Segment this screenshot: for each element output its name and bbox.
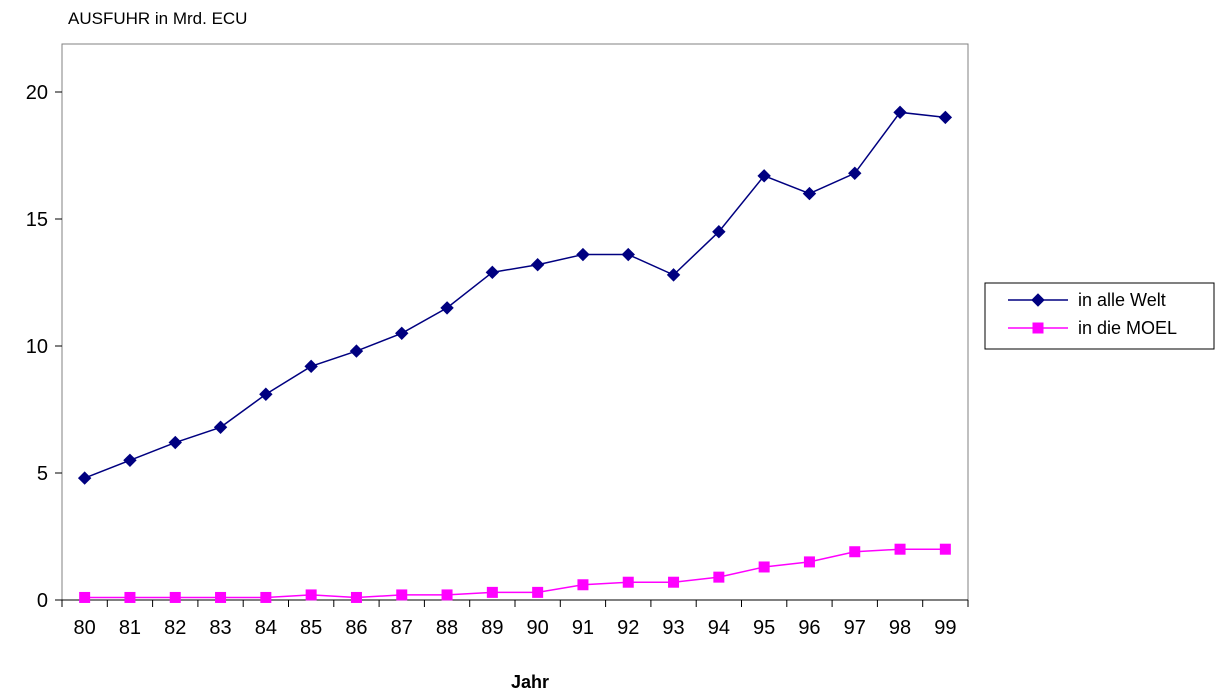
- series-line: [84, 548, 946, 599]
- data-point: [349, 344, 364, 358]
- legend-marker: [1032, 322, 1044, 334]
- data-point: [169, 591, 181, 603]
- x-tick-label: 88: [436, 617, 458, 639]
- x-axis-label: Jahr: [511, 672, 549, 692]
- data-point: [666, 268, 681, 282]
- data-point: [532, 586, 544, 598]
- series-line: [84, 111, 946, 479]
- legend-marker: [1031, 293, 1045, 307]
- x-tick-label: 93: [662, 617, 684, 639]
- data-point: [213, 420, 228, 434]
- series-layer: [77, 105, 953, 603]
- x-tick-label: 86: [345, 617, 367, 639]
- y-tick-label: 20: [26, 82, 48, 104]
- data-point: [259, 387, 273, 401]
- data-point: [577, 579, 589, 591]
- data-point: [485, 265, 500, 280]
- x-tick-label: 96: [798, 617, 820, 639]
- y-axis: 0 5 10 15 20: [26, 82, 62, 612]
- data-point: [530, 258, 545, 272]
- chart-title: AUSFUHR in Mrd. ECU: [68, 9, 247, 28]
- y-tick-label: 5: [37, 463, 48, 485]
- data-point: [849, 546, 861, 558]
- x-tick-label: 94: [708, 617, 730, 639]
- data-point: [77, 471, 92, 485]
- data-point: [396, 589, 408, 601]
- data-point: [395, 326, 409, 341]
- data-point: [622, 576, 634, 588]
- data-point: [79, 591, 91, 603]
- data-point: [803, 556, 815, 568]
- legend-label: in alle Welt: [1078, 290, 1166, 310]
- data-point: [621, 247, 635, 262]
- x-tick-label: 95: [753, 617, 775, 639]
- x-tick-label: 83: [209, 617, 231, 639]
- data-point: [486, 586, 498, 598]
- data-point: [441, 589, 453, 601]
- data-point: [576, 247, 590, 262]
- x-tick-label: 84: [255, 617, 277, 639]
- x-tick-label: 87: [391, 617, 413, 639]
- x-tick-label: 91: [572, 617, 594, 639]
- data-point: [304, 359, 318, 374]
- data-point: [668, 576, 680, 588]
- x-axis: 80 81 82 83 84 85 86 87 88 89 90 91 92 93 94 95 96 97 98 99: [61, 599, 969, 639]
- x-tick-label: 89: [481, 617, 503, 639]
- data-point: [123, 453, 137, 468]
- series-moel: [79, 543, 951, 603]
- y-tick-label: 10: [26, 336, 48, 358]
- data-point: [939, 543, 951, 555]
- x-tick-label: 90: [527, 617, 549, 639]
- legend: in alle Welt in die MOEL: [984, 282, 1215, 350]
- data-point: [260, 591, 272, 603]
- x-tick-label: 92: [617, 617, 639, 639]
- data-point: [893, 105, 907, 120]
- x-tick-label: 97: [844, 617, 866, 639]
- data-point: [124, 591, 136, 603]
- legend-label: in die MOEL: [1078, 318, 1177, 338]
- data-point: [802, 186, 817, 201]
- legend-item: in alle Welt: [1008, 290, 1166, 310]
- y-tick-label: 0: [37, 590, 48, 612]
- x-tick-label: 82: [164, 617, 186, 639]
- legend-item: in die MOEL: [1008, 318, 1177, 338]
- data-point: [168, 435, 182, 450]
- plot-area: [61, 43, 969, 601]
- data-point: [758, 561, 770, 573]
- data-point: [894, 543, 906, 555]
- data-point: [712, 224, 726, 239]
- data-point: [713, 571, 725, 583]
- data-point: [350, 591, 362, 603]
- data-point: [848, 166, 862, 180]
- data-point: [440, 301, 454, 315]
- x-tick-label: 98: [889, 617, 911, 639]
- x-tick-label: 99: [934, 617, 956, 639]
- legend-box: [984, 282, 1215, 350]
- series-alle-welt: [77, 105, 953, 485]
- x-tick-label: 80: [74, 617, 96, 639]
- data-point: [215, 591, 227, 603]
- data-point: [938, 110, 953, 125]
- x-tick-label: 81: [119, 617, 141, 639]
- x-tick-label: 85: [300, 617, 322, 639]
- data-point: [305, 589, 317, 601]
- y-tick-label: 15: [26, 209, 48, 231]
- data-point: [757, 169, 771, 183]
